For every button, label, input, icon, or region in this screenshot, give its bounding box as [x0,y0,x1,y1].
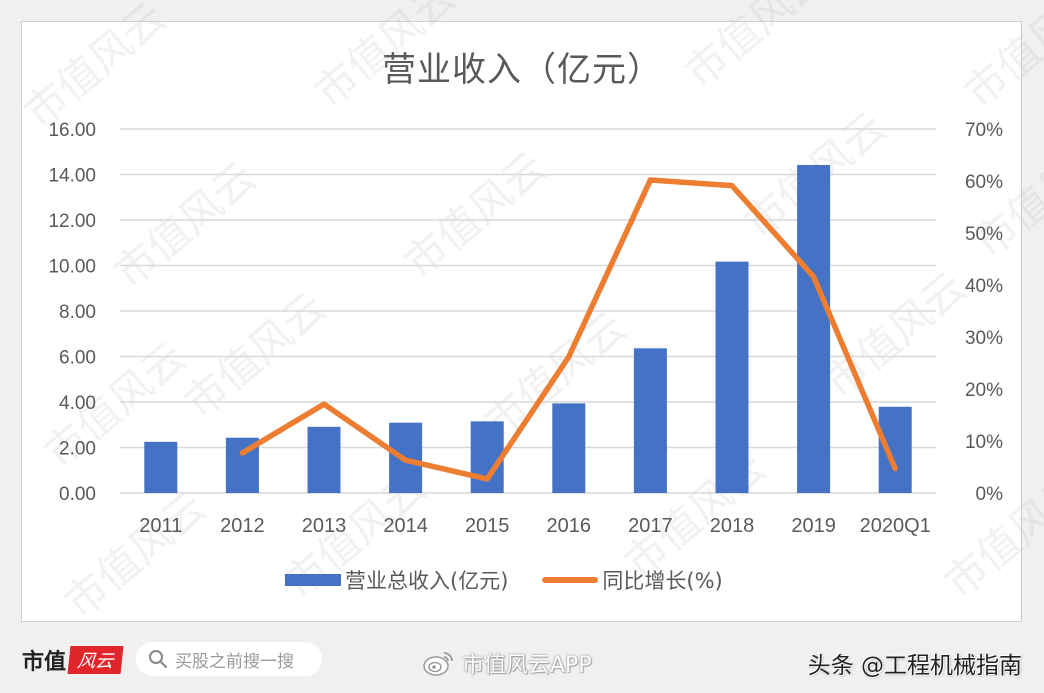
x-axis-label: 2019 [791,515,836,537]
right-axis-tick: 60% [965,172,1003,193]
chart-title: 营业收入（亿元） [382,50,662,90]
revenue-bar [552,403,586,493]
revenue-bar [144,441,178,493]
left-axis-tick: 10.00 [48,257,96,278]
left-axis-tick: 6.00 [59,348,96,369]
revenue-bar [633,348,667,493]
watermark-text: 市值风云 [15,0,175,138]
x-axis-label: 2020Q1 [860,515,931,537]
revenue-bar [307,426,341,493]
watermark-text: 市值风云 [675,0,835,98]
watermark-text: 市值风云 [175,282,335,428]
legend-bar-swatch [285,574,341,586]
right-axis-tick: 70% [965,120,1003,141]
x-axis-label: 2017 [628,515,673,537]
x-axis-label: 2015 [465,515,510,537]
logo-red-badge: 风云 [67,646,124,674]
toutiao-credit: 头条 @工程机械指南 [807,653,1022,679]
revenue-bar [797,164,831,493]
legend-label-revenue: 营业总收入(亿元) [345,569,509,593]
right-axis-tick: 20% [965,380,1003,401]
watermark-text: 市值风云 [955,0,1044,118]
search-icon [149,650,168,669]
right-axis-tick: 30% [965,328,1003,349]
legend-line-swatch [542,577,599,583]
left-axis-tick: 4.00 [59,393,96,414]
weibo-text: 市值风云APP [462,653,592,678]
x-axis-label: 2011 [139,515,182,537]
legend-item-revenue: 营业总收入(亿元) [285,565,508,595]
left-axis-tick: 14.00 [48,166,96,187]
search-placeholder: 买股之前搜一搜 [175,651,294,672]
growth-line [239,177,898,482]
x-axis-label: 2016 [547,515,592,537]
chart-legend: 营业总收入(亿元) 同比增长(%) [285,566,757,594]
revenue-bar [878,406,912,493]
x-axis-label: 2018 [710,515,755,537]
revenue-bar [715,261,749,493]
chart-card [21,21,1022,622]
legend-item-growth: 同比增长(%) [542,565,723,595]
search-box[interactable]: 买股之前搜一搜 [136,642,322,676]
left-axis-tick: 8.00 [59,302,96,323]
watermark-text: 市值风云 [305,0,465,118]
watermark-text: 市值风云 [965,122,1044,268]
weibo-watermark: 市值风云APP [422,648,592,678]
legend-label-growth: 同比增长(%) [602,569,723,593]
x-axis-label: 2012 [220,515,265,537]
logo-text: 市值 [22,649,67,675]
x-axis-label: 2013 [302,515,347,537]
left-axis-tick: 0.00 [59,484,96,505]
brand-logo: 市值 风云 [22,645,124,675]
right-axis-tick: 40% [965,276,1003,297]
left-axis-tick: 12.00 [48,211,96,232]
weibo-icon [423,652,453,676]
right-axis-tick: 10% [965,432,1003,453]
right-axis-tick: 50% [965,224,1003,245]
left-axis-tick: 16.00 [48,120,96,141]
left-axis-tick: 2.00 [59,439,96,460]
x-axis-label: 2014 [383,515,428,537]
right-axis-tick: 0% [976,484,1004,505]
